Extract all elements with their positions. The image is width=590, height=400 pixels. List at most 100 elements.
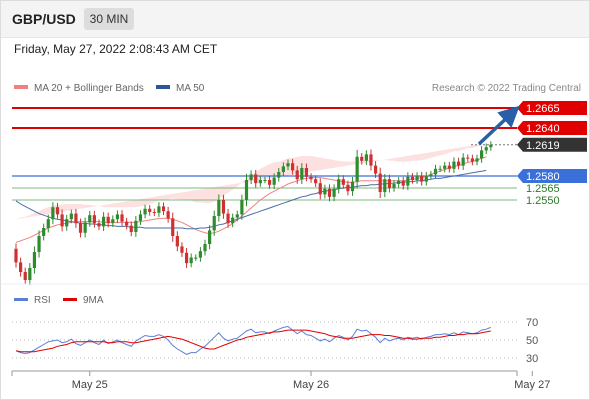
- candle-body: [189, 257, 193, 264]
- candle-body: [231, 217, 235, 224]
- ma50-legend-swatch: [156, 85, 170, 89]
- candle-body: [106, 216, 110, 224]
- candle-body: [175, 236, 179, 247]
- candle-body: [92, 215, 96, 224]
- candle-body: [470, 158, 474, 162]
- candle-body: [309, 176, 313, 180]
- candle-body: [111, 219, 115, 224]
- candle-body: [484, 147, 488, 151]
- candle-body: [341, 179, 345, 185]
- candle-body: [346, 184, 350, 192]
- candle-body: [475, 158, 479, 162]
- candle-body: [277, 172, 281, 178]
- candle-body: [180, 246, 184, 253]
- candle-body: [60, 214, 64, 227]
- candle-body: [415, 176, 419, 180]
- candle-body: [327, 188, 332, 197]
- candle-body: [14, 248, 18, 263]
- candle-body: [88, 215, 92, 223]
- x-tick-label: May 26: [293, 379, 329, 391]
- candle-body: [318, 183, 322, 195]
- candle-body: [161, 206, 166, 212]
- candle-body: [424, 176, 428, 182]
- candle-body: [115, 214, 120, 220]
- candle-body: [240, 200, 244, 215]
- ma50-legend-label: MA 50: [176, 83, 205, 94]
- level-lines: [12, 107, 517, 201]
- candle-body: [355, 156, 359, 182]
- candle-body: [65, 219, 69, 227]
- rsi-tick-label: 70: [526, 317, 538, 329]
- candle-body: [152, 212, 156, 213]
- candle-body: [226, 213, 230, 224]
- candle-body: [194, 257, 198, 259]
- candle-body: [433, 168, 438, 175]
- current-label-box: [517, 137, 587, 152]
- candle-body: [78, 223, 83, 233]
- candle-body: [281, 166, 285, 172]
- candle-body: [392, 184, 396, 188]
- ma9-line: [15, 329, 491, 353]
- candle-body: [286, 163, 290, 167]
- candle-body: [37, 236, 41, 252]
- ma20-legend-swatch: [14, 85, 28, 89]
- candle-body: [489, 144, 493, 148]
- candle-body: [254, 174, 258, 184]
- candle-body: [369, 154, 373, 166]
- candle-body: [212, 216, 216, 231]
- candle-body: [263, 180, 267, 181]
- timeframe-button[interactable]: 30 MIN: [84, 8, 134, 30]
- candle-body: [46, 219, 50, 228]
- ma9-legend-label: 9MA: [83, 295, 104, 306]
- candle-body: [337, 179, 341, 189]
- candle-body: [221, 200, 226, 214]
- candle-body: [23, 272, 27, 280]
- current-label: 1.2619: [526, 140, 560, 152]
- candle-body: [134, 220, 138, 232]
- candle-body: [420, 176, 424, 182]
- candle-body: [157, 206, 161, 213]
- candle-body: [217, 200, 221, 216]
- candle-body: [406, 176, 410, 186]
- ma9-legend-swatch: [63, 298, 77, 301]
- candle-body: [314, 179, 318, 184]
- candle-body: [397, 180, 401, 184]
- ma20-legend-label: MA 20 + Bollinger Bands: [34, 83, 144, 94]
- x-tick-label: May 25: [72, 379, 108, 391]
- resistance-label: 1.2640: [526, 123, 560, 135]
- candle-body: [387, 179, 392, 188]
- candle-body: [332, 188, 336, 197]
- candle-body: [244, 180, 249, 200]
- candles: [14, 141, 493, 285]
- candle-body: [171, 218, 175, 236]
- candle-body: [323, 188, 327, 195]
- candle-body: [383, 179, 387, 192]
- candle-body: [249, 174, 253, 180]
- candle-body: [55, 207, 60, 215]
- resistance-label: 1.2665: [526, 103, 560, 115]
- candle-body: [466, 157, 470, 159]
- resistance-label-box: [517, 121, 587, 135]
- candle-body: [143, 208, 147, 215]
- candle-body: [198, 251, 202, 258]
- datetime-label: Friday, May 27, 2022 2:08:43 AM CET: [14, 42, 218, 56]
- candle-body: [410, 176, 415, 180]
- candle-body: [401, 180, 405, 186]
- rsi-line: [15, 325, 491, 355]
- candle-body: [267, 180, 272, 185]
- candle-body: [184, 252, 189, 264]
- candle-body: [272, 177, 276, 185]
- candle-body: [129, 225, 133, 232]
- pivot-label-box: [517, 169, 587, 183]
- candle-body: [19, 262, 23, 272]
- candle-body: [120, 214, 124, 222]
- candle-body: [373, 165, 378, 174]
- candle-body: [456, 161, 461, 166]
- header-bar: GBP/USD 30 MIN: [1, 1, 589, 38]
- candle-body: [42, 228, 46, 236]
- candle-body: [480, 150, 484, 159]
- candle-body: [203, 244, 207, 252]
